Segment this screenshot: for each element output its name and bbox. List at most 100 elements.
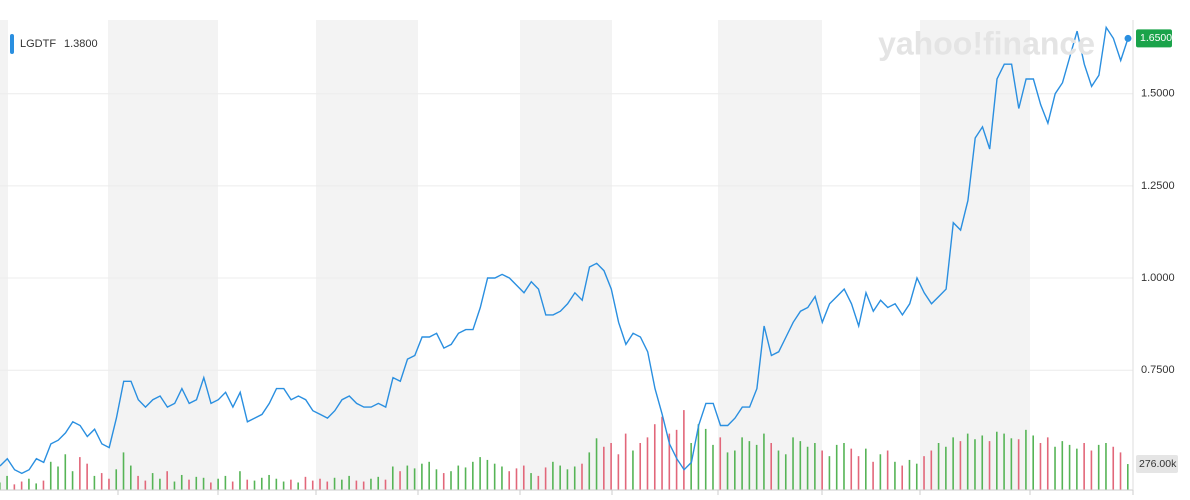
volume-bar [413,468,416,490]
volume-bar [377,476,380,490]
volume-bar [253,480,256,490]
grid [0,93,1133,371]
volume-bar [559,465,561,490]
volume-bar [333,477,336,490]
volume-bar [355,480,358,490]
volume-bar [1039,443,1042,490]
y-tick-label: 1.0000 [1141,272,1175,284]
volume-bar [974,439,976,490]
volume-bar [188,479,190,490]
volume-bar [595,438,598,490]
volume-bar [35,483,37,490]
volume-bar [857,456,860,490]
volume-bar [886,450,889,490]
volume-bar [879,454,882,490]
volume-bar [683,410,685,490]
volume-bar [6,475,8,490]
volume-bar [326,481,329,490]
volume-bar [1054,446,1056,490]
volume-bar [843,443,845,490]
volume-bar [566,469,569,490]
volume-bar [1105,443,1107,490]
volume-bar [515,468,518,490]
volume-bar [224,475,227,490]
volume-bar [959,441,962,490]
volume-bar [151,473,154,490]
volume-badge [1136,455,1178,473]
volume-bar [108,478,110,490]
volume-bar [435,469,438,490]
volume-bar [457,465,460,490]
volume-bar [988,441,991,490]
volume-bar [304,476,307,490]
volume-bar [129,465,132,490]
volume-bar [231,481,234,490]
volume-bar [399,471,401,490]
volume-bar [653,424,656,490]
logo: yahoo!finance [878,25,1095,61]
volume-bar [508,471,511,490]
volume-bar [282,481,285,490]
volume-bar [573,466,576,490]
y-tick-label: 1.2500 [1141,180,1175,192]
last-point [1124,34,1132,42]
volume-bar [850,448,853,490]
volume-bar [726,452,729,490]
volume-bar [603,446,605,490]
volume-bar [981,435,984,490]
volume-bar [821,450,823,490]
volume-bar [57,466,59,490]
volume-bar [792,437,794,490]
volume-bar [391,466,394,490]
legend-swatch [10,34,14,54]
volume-bar [239,471,241,490]
volume-bar [581,463,583,490]
volume-bar [1090,450,1093,490]
month-bands [0,20,1030,490]
volume-bar [137,475,139,490]
volume-bar [115,469,118,490]
volume-bar [1003,433,1005,490]
volume-bar [406,465,409,490]
volume-bar [784,454,787,490]
volume-bar [428,461,430,490]
volume-bar [930,450,933,490]
volume-bar [777,450,780,490]
volume-bar [210,482,212,490]
volume-bar [770,443,773,490]
volume-bar [923,456,925,490]
volume-bar [450,471,452,490]
volume-bar [799,441,802,490]
volume-bar [915,463,918,490]
volume-bar [311,480,314,490]
volume-label: 276.00k [1139,458,1177,470]
volume-bar [464,467,467,490]
legend-symbol: LGDTF [20,38,56,50]
volume-bar [734,450,736,490]
volume-bar [319,478,321,490]
volume-bar [13,484,16,490]
volume-bar [297,482,299,490]
volume-bar [690,443,692,490]
volume-bar [362,481,365,490]
volume-bar [202,477,205,490]
volume-bar [246,479,249,490]
volume-bar [675,429,678,490]
volume-bar [173,481,176,490]
volume-bar [719,437,722,490]
volume-bar [1032,435,1034,490]
volume-bar [748,441,751,490]
volume-bar [144,480,147,490]
volume-bar [908,459,911,490]
volume-bar [122,452,125,490]
volume-bar [1097,444,1100,490]
volume-bar [348,475,350,490]
volume-bar [1127,464,1129,490]
volume-bar [180,474,183,490]
volume-bar [646,437,649,490]
volume-bar [1083,443,1085,490]
volume-bar [828,456,831,490]
volume-bar [697,424,700,490]
volume-bar [1010,438,1013,490]
